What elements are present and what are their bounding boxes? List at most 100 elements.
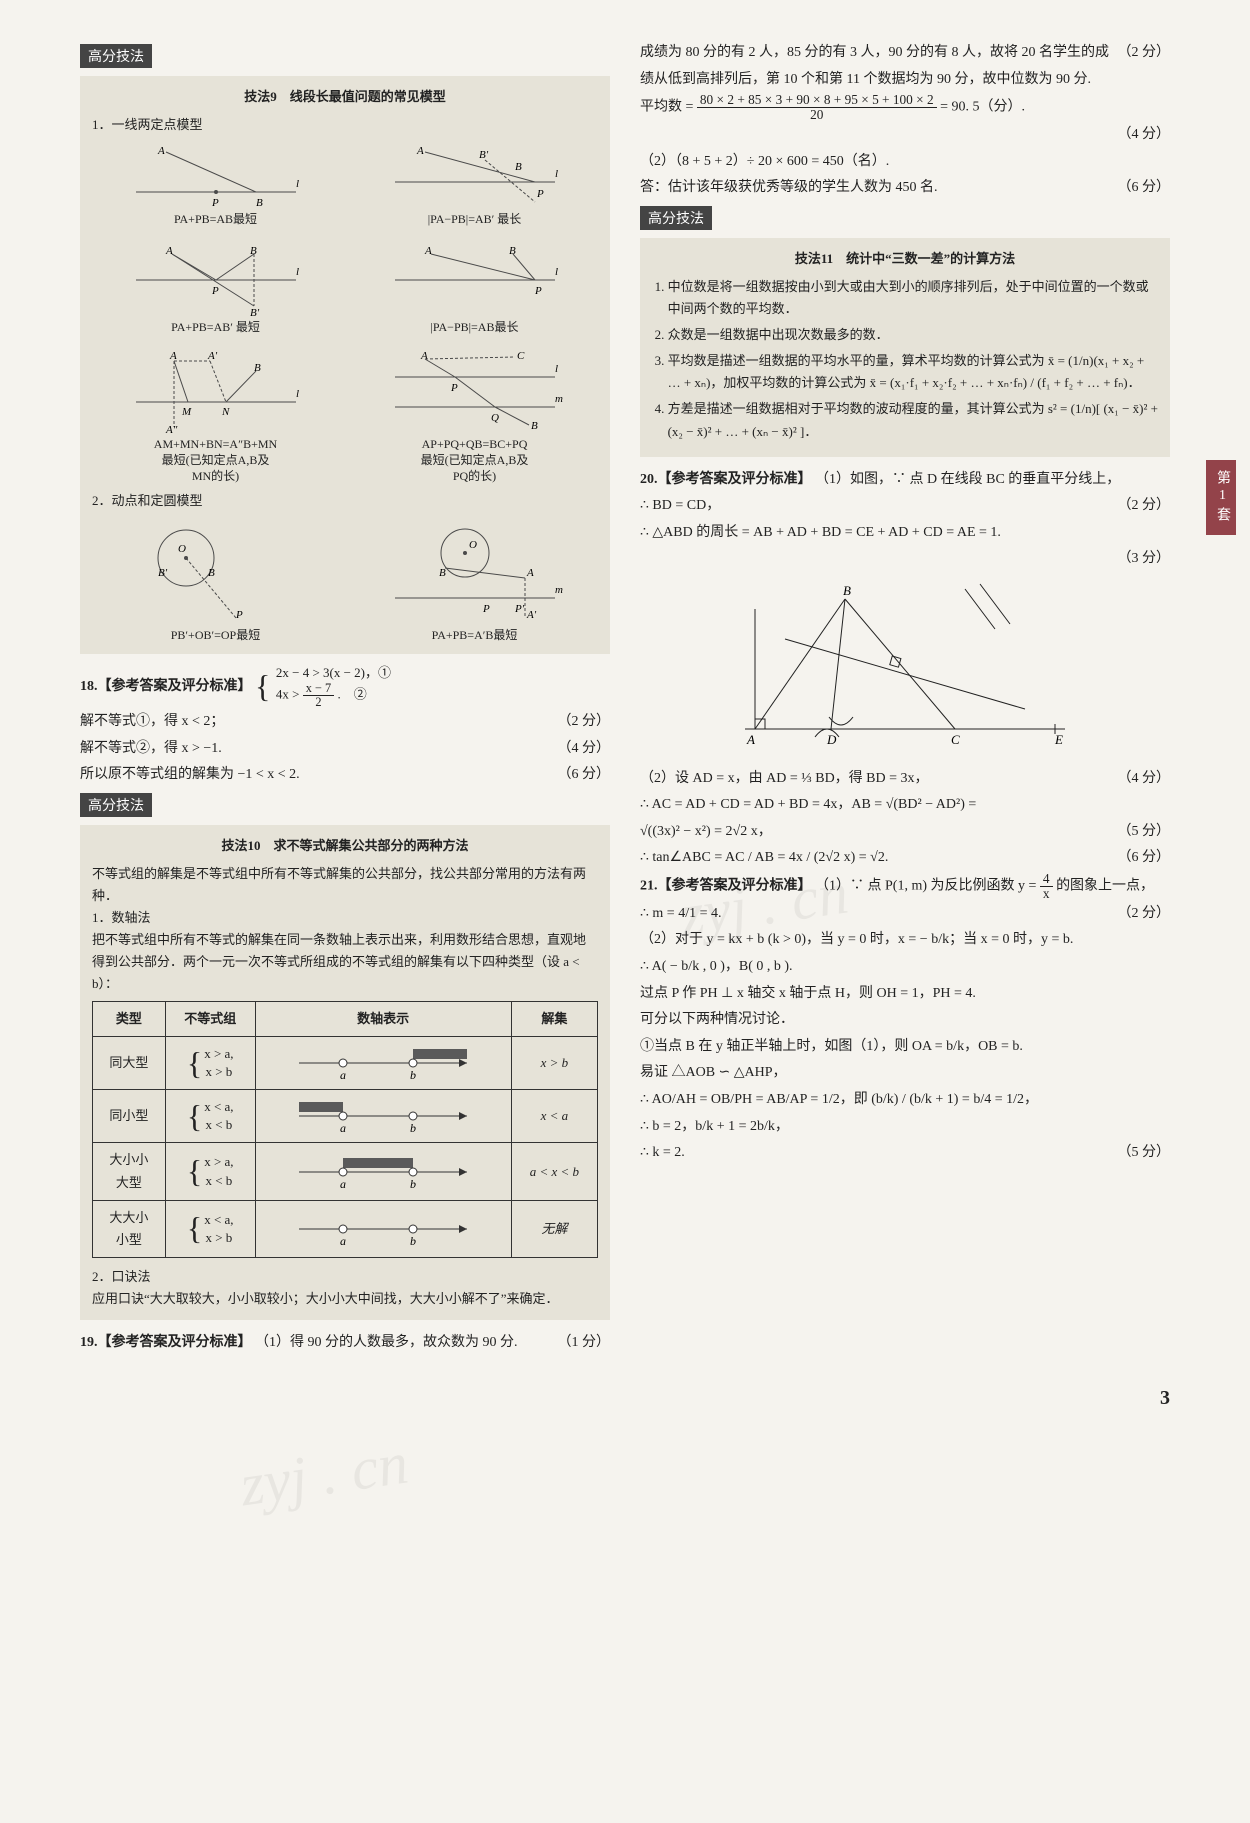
svg-text:A: A: [424, 245, 432, 257]
svg-text:A: A: [165, 245, 173, 257]
method2-body: 应用口诀“大大取较大，小小取较小；大小小大中间找，大大小小解不了”来确定．: [92, 1288, 598, 1310]
t11-item-3: 平均数是描述一组数据的平均水平的量，算术平均数的计算公式为 x̄ = (1/n)…: [668, 350, 1158, 394]
q21-l2-score: （2 分）: [1118, 901, 1171, 928]
q20-l4-score: （4 分）: [1118, 766, 1171, 793]
svg-text:B: B: [256, 197, 263, 209]
cell-numline: a b: [255, 1200, 511, 1257]
q21-label: 21.【参考答案及评分标准】: [640, 879, 812, 894]
cell-numline: a b: [255, 1037, 511, 1090]
diagram-1-6-caption: AP+PQ+QB=BC+PQ 最短(已知定点A,B及 PQ的长): [351, 437, 598, 484]
method1-body: 把不等式组中所有不等式的解集在同一条数轴上表示出来，利用数形结合思想，直观地得到…: [92, 929, 598, 995]
svg-text:B: B: [509, 245, 516, 257]
tag-high-score-3: 高分技法: [640, 206, 712, 230]
q21-l9: ∴ AO/AH = OB/PH = AB/AP = 1/2，即 (b/k) / …: [640, 1087, 1170, 1114]
page-number: 3: [80, 1387, 1170, 1410]
q18-sys1: 2x − 4 > 3(x − 2)，①: [276, 665, 391, 680]
q20-l2-score: （2 分）: [1118, 493, 1171, 520]
cell-type: 同小型: [93, 1090, 166, 1143]
tag-label: 高分技法: [88, 50, 144, 65]
cell-type: 大小小 大型: [93, 1143, 166, 1200]
cell-numline: a b: [255, 1143, 511, 1200]
svg-text:B′: B′: [158, 567, 168, 579]
avg-res: = 90. 5（分）.: [940, 100, 1025, 115]
avg-label: 平均数 =: [640, 100, 693, 115]
avg-score: （4 分）: [1118, 122, 1171, 149]
q21-l11: ∴ k = 2.: [640, 1140, 685, 1167]
svg-text:a: a: [340, 1121, 346, 1135]
r-l4-score: （6 分）: [1118, 175, 1171, 202]
q18: 18.【参考答案及评分标准】 { 2x − 4 > 3(x − 2)，① 4x …: [80, 664, 610, 789]
technique-11-box: 技法11 统计中“三数一差”的计算方法 中位数是将一组数据按由小到大或由大到小的…: [640, 238, 1170, 457]
technique-10-box: 技法10 求不等式解集公共部分的两种方法 不等式组的解集是不等式组中所有不等式解…: [80, 825, 610, 1320]
svg-text:A: A: [157, 145, 165, 157]
th-sys: 不等式组: [165, 1002, 255, 1037]
q18-l1: 解不等式①，得 x < 2；: [80, 709, 224, 736]
table-row: 大小小 大型 {x > a,x < b a b a < x < b: [93, 1143, 598, 1200]
q18-sys2-num: x − 7: [303, 682, 334, 696]
svg-text:O: O: [469, 539, 477, 551]
svg-text:A′: A′: [207, 350, 218, 362]
svg-text:a: a: [340, 1234, 346, 1248]
q20-l1: （1）如图，∵ 点 D 在线段 BC 的垂直平分线上，: [815, 472, 1120, 487]
tag-label-2: 高分技法: [88, 799, 144, 814]
diagram-2-2: O m B A A′ P P′ PA+PB=A′B最短: [351, 518, 598, 644]
q20-l5a: ∴ AC = AD + CD = AD + BD = 4x，AB = √(BD²…: [640, 792, 1170, 819]
q18-system: 2x − 4 > 3(x − 2)，① 4x > x − 72 . ②: [276, 664, 391, 709]
svg-text:B: B: [208, 567, 215, 579]
diagram-1-3-caption: PA+PB=AB′ 最短: [92, 320, 339, 336]
diagram-1-3: l A B B′ P PA+PB=AB′ 最短: [92, 240, 339, 336]
avg-den: 20: [697, 108, 937, 122]
cell-result: x < a: [511, 1090, 597, 1143]
svg-text:A′: A′: [526, 609, 537, 621]
svg-text:B: B: [531, 420, 538, 432]
svg-text:C: C: [517, 350, 525, 362]
q20-l6: ∴ tan∠ABC = AC / AB = 4x / (2√2 x) = √2.: [640, 845, 888, 872]
table-row: 同小型 {x < a,x < b a b x < a: [93, 1090, 598, 1143]
model2-grid: O P B B′ PB′+OB′=OP最短 O m: [92, 518, 598, 644]
diagram-1-4: l A B P |PA−PB|=AB最长: [351, 240, 598, 336]
svg-text:P: P: [211, 285, 219, 297]
q21-l1b: 的图象上一点，: [1056, 879, 1154, 894]
q18-l3: 所以原不等式组的解集为 −1 < x < 2.: [80, 762, 300, 789]
diagram-1-5: l A A′ M N B A″ AM+MN+BN=A″B+MN 最短(已知定点A…: [92, 347, 339, 484]
svg-text:l: l: [555, 266, 558, 278]
q21-l4: ∴ A( − b/k , 0 )，B( 0 , b ).: [640, 954, 1170, 981]
q21-l5: 过点 P 作 PH ⊥ x 轴交 x 轴于点 H，则 OH = 1，PH = 4…: [640, 981, 1170, 1008]
svg-text:a: a: [340, 1177, 346, 1191]
r-l1-score: （2 分）: [1118, 40, 1171, 93]
technique-10-intro: 不等式组的解集是不等式组中所有不等式解集的公共部分，找公共部分常用的方法有两种．: [92, 863, 598, 907]
q21: 21.【参考答案及评分标准】 （1）∵ 点 P(1, m) 为反比例函数 y =…: [640, 872, 1170, 1167]
q18-label: 18.【参考答案及评分标准】: [80, 679, 252, 694]
cell-sys: {x < a,x < b: [165, 1090, 255, 1143]
diagram-2-2-caption: PA+PB=A′B最短: [351, 628, 598, 644]
q18-sys2-right: . ②: [337, 686, 366, 701]
q20-l3: ∴ △ABD 的周长 = AB + AD + BD = CE + AD + CD…: [640, 520, 1170, 547]
diagram-1-4-caption: |PA−PB|=AB最长: [351, 320, 598, 336]
diagram-1-6: l m A C P Q B AP+PQ+QB=BC+PQ 最短(已知定点A,B及…: [351, 347, 598, 484]
svg-text:l: l: [555, 168, 558, 180]
q18-l2-score: （4 分）: [558, 736, 611, 763]
technique-9-box: 技法9 线段长最值问题的常见模型 1．一线两定点模型 l P A B PA+PB…: [80, 76, 610, 654]
model1-grid: l P A B PA+PB=AB最短 l A: [92, 142, 598, 484]
diagram-1-1-caption: PA+PB=AB最短: [92, 212, 339, 228]
page: 高分技法 技法9 线段长最值问题的常见模型 1．一线两定点模型 l P A B: [80, 40, 1170, 1357]
tag-label-3: 高分技法: [648, 212, 704, 227]
svg-text:A: A: [746, 732, 755, 747]
svg-text:b: b: [410, 1121, 416, 1135]
svg-text:P: P: [536, 188, 544, 200]
technique-9-sub2: 2．动点和定圆模型: [92, 490, 598, 512]
q21-l6: 可分以下两种情况讨论．: [640, 1007, 1170, 1034]
right-column: 第1套 成绩为 80 分的有 2 人，85 分的有 3 人，90 分的有 8 人…: [640, 40, 1170, 1357]
q20-label: 20.【参考答案及评分标准】: [640, 472, 812, 487]
svg-text:O: O: [178, 543, 186, 555]
q21-l7: ①当点 B 在 y 轴正半轴上时，如图（1），则 OA = b/k，OB = b…: [640, 1034, 1170, 1061]
r-l3: （2）（8 + 5 + 2）÷ 20 × 600 = 450（名）.: [640, 149, 1170, 176]
r-l4: 答：估计该年级获优秀等级的学生人数为 450 名.: [640, 175, 938, 202]
q19-label: 19.【参考答案及评分标准】: [80, 1335, 252, 1350]
svg-text:C: C: [951, 732, 960, 747]
cell-numline: a b: [255, 1090, 511, 1143]
cell-result: 无解: [511, 1200, 597, 1257]
svg-text:P: P: [534, 285, 542, 297]
svg-text:l: l: [296, 178, 299, 190]
svg-text:m: m: [555, 393, 563, 405]
